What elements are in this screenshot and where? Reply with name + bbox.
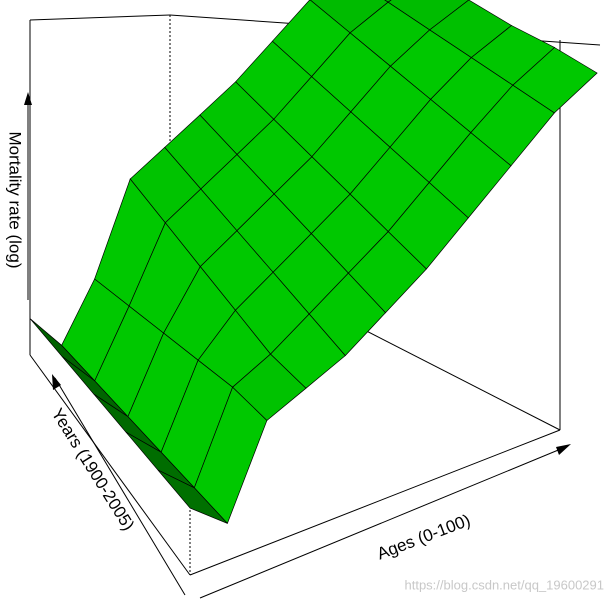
arrow-head	[52, 374, 61, 390]
x-axis-arrow	[199, 445, 569, 599]
box-edge	[29, 14, 171, 21]
arrow-head	[556, 444, 571, 455]
box-edge	[189, 429, 561, 576]
z-axis-label: Mortality rate (log)	[6, 132, 25, 269]
surface-facet	[157, 469, 228, 524]
box-edge	[29, 354, 191, 576]
box-edge	[344, 319, 561, 431]
surface-facet	[384, 0, 392, 3]
x-axis-label: Ages (0-100)	[374, 511, 473, 564]
watermark: https://blog.csdn.net/qq_19600291	[405, 577, 605, 592]
y-axis-arrow	[54, 377, 186, 596]
arrow-head	[24, 92, 32, 105]
surface	[29, 0, 598, 525]
